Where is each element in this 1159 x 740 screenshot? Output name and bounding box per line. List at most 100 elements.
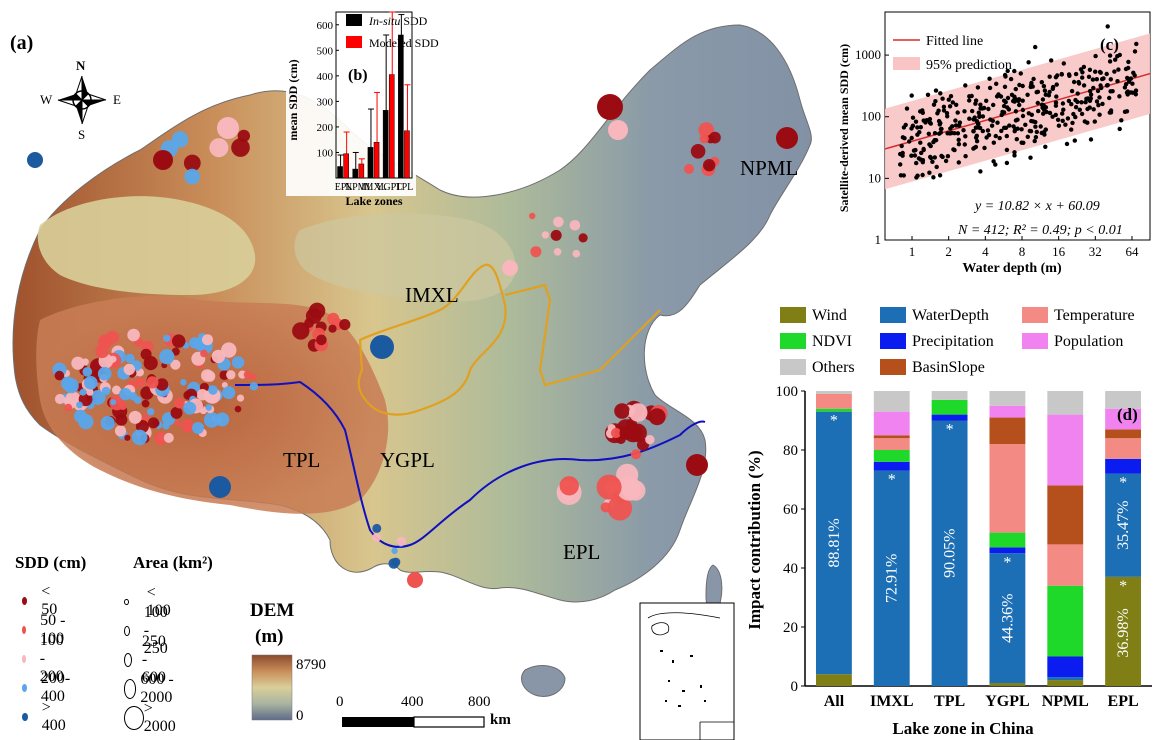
scatter-point <box>1071 79 1077 85</box>
legend-swatch <box>880 333 906 349</box>
scatter-point <box>1115 54 1120 59</box>
scatter-point <box>1098 70 1103 75</box>
lake-marker <box>396 536 406 546</box>
scatter-point <box>1112 69 1117 74</box>
scatter-point <box>1012 96 1017 101</box>
scatter-point <box>975 85 981 90</box>
scatter-point <box>978 169 983 174</box>
lake-marker <box>553 216 564 228</box>
scatter-point <box>1008 76 1014 82</box>
sdd-legend-label: 200-400 <box>40 670 71 705</box>
lake-marker <box>172 334 186 348</box>
y-tick-label: 10 <box>868 170 881 185</box>
y-tick-label: 20 <box>783 620 798 636</box>
zone-label-npml: NPML <box>740 156 799 180</box>
stacked-bar-segment <box>989 417 1026 445</box>
scatter-point <box>1081 83 1087 88</box>
scatter-point <box>903 122 908 128</box>
lake-marker <box>54 370 65 381</box>
scatter-point <box>990 118 995 124</box>
stacked-bar-segment <box>1105 576 1142 686</box>
stacked-bar-segment <box>1105 438 1142 459</box>
scatter-point <box>991 140 996 145</box>
scatter-point <box>1035 100 1041 106</box>
legend-label: WaterDepth <box>912 307 989 324</box>
scatter-point <box>949 130 954 136</box>
lake-marker <box>217 117 239 139</box>
scatter-point <box>1107 59 1113 64</box>
scatter-point <box>941 104 947 110</box>
scatter-point <box>1026 111 1032 116</box>
lake-marker <box>237 129 250 143</box>
lake-marker <box>370 335 394 359</box>
scatter-point <box>1077 107 1083 113</box>
panel-c-chart: 1 2 4 8 16 32 64 1 10 100 1000 Water depth (m) Satel… <box>837 11 1151 276</box>
scatter-point <box>928 121 933 126</box>
scatter-point <box>1019 127 1024 132</box>
scatter-point <box>1054 82 1059 87</box>
scatter-point <box>989 123 995 128</box>
y-tick-label: 1 <box>875 232 882 247</box>
scatter-point <box>898 151 903 157</box>
lake-marker <box>159 349 175 365</box>
scatter-point <box>1132 73 1137 78</box>
lake-marker <box>162 422 170 430</box>
sdd-swatch-icon <box>22 684 27 692</box>
fit-stats: N = 412; R² = 0.49; p < 0.01 <box>957 223 1123 238</box>
scale-tick-800: 800 <box>468 694 491 710</box>
scatter-point <box>955 110 960 115</box>
legend-label: Temperature <box>1054 307 1135 324</box>
scatter-point <box>1020 107 1026 113</box>
scatter-point <box>972 115 977 120</box>
lake-marker <box>105 330 120 345</box>
scatter-point <box>962 142 967 147</box>
scatter-point <box>1026 60 1031 65</box>
scatter-point <box>918 125 923 130</box>
scatter-point <box>1107 53 1113 58</box>
scatter-point <box>1087 67 1093 73</box>
scatter-point <box>1013 86 1018 92</box>
scatter-point <box>915 173 920 178</box>
stacked-bar-segment <box>873 438 910 450</box>
stacked-bar-segment <box>873 461 910 471</box>
lake-marker <box>74 409 87 423</box>
scatter-point <box>976 125 981 130</box>
scatter-point <box>1115 79 1120 84</box>
lake-marker <box>141 413 150 422</box>
scatter-point <box>995 120 1000 125</box>
lake-marker <box>648 408 666 426</box>
area-circle-icon <box>124 706 144 730</box>
scatter-point <box>1004 160 1010 166</box>
x-tick-label: 2 <box>945 244 952 259</box>
scatter-point <box>950 124 955 129</box>
scatter-point <box>1108 89 1113 94</box>
scatter-point <box>997 135 1002 141</box>
legend-label: Fitted line <box>926 34 983 49</box>
scatter-point <box>973 101 978 106</box>
stacked-bar-segment <box>1105 473 1142 577</box>
lake-marker <box>621 479 641 499</box>
scatter-point <box>1005 105 1010 110</box>
scatter-point <box>927 116 933 122</box>
lake-marker <box>143 356 158 371</box>
scatter-point <box>987 76 992 81</box>
scatter-point <box>986 132 992 138</box>
scatter-point <box>1080 75 1085 80</box>
lake-marker <box>110 399 117 406</box>
stacked-bar-segment <box>931 399 968 415</box>
x-tick-label: EPL <box>1108 693 1139 710</box>
scatter-point <box>967 116 972 121</box>
scatter-point <box>1061 107 1066 112</box>
scatter-point <box>934 164 939 170</box>
x-tick-label: All <box>824 693 845 710</box>
x-axis-label: Lake zones <box>346 194 403 208</box>
lake-marker <box>154 431 168 446</box>
lake-marker <box>78 392 93 407</box>
stacked-bar-segment <box>931 414 968 421</box>
lake-marker <box>115 413 128 426</box>
significance-star: * <box>946 422 954 439</box>
stacked-bar-segment <box>1047 414 1084 486</box>
bar-percent-label: 35.47% <box>1115 501 1132 550</box>
scatter-point <box>1041 107 1047 112</box>
